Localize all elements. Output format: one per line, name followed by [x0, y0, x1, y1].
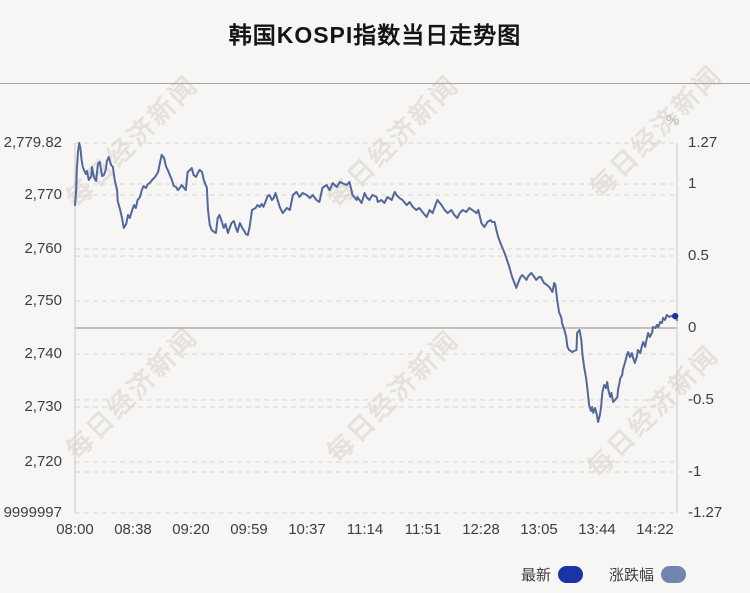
x-axis-label: 13:05	[520, 521, 558, 538]
x-axis-label: 09:20	[172, 521, 210, 538]
left-axis-label: 9999997	[3, 504, 62, 521]
right-axis-unit-label: %	[666, 112, 680, 129]
right-axis-label: -1.27	[688, 504, 723, 521]
x-axis-label: 14:22	[636, 521, 674, 538]
x-axis-label: 10:37	[288, 521, 326, 538]
x-axis-label: 11:51	[404, 521, 442, 538]
x-axis-label: 12:28	[462, 521, 500, 538]
right-axis-label: 0.5	[688, 247, 709, 264]
left-axis-label: 2,740	[24, 345, 62, 362]
right-axis-label: -1	[688, 463, 702, 480]
right-axis-label: 0	[688, 319, 697, 336]
left-axis-label: 2,770	[24, 186, 62, 203]
x-axis-label: 08:38	[114, 521, 152, 538]
legend-marker-change-icon	[661, 566, 686, 583]
title-divider	[0, 83, 750, 84]
left-axis-label: 2,720	[24, 453, 62, 470]
chart-title: 韩国KOSPI指数当日走势图	[228, 22, 522, 48]
change-pct-line	[74, 142, 678, 423]
left-axis-label: 2,779.82	[3, 134, 62, 151]
legend-label-change: 涨跌幅	[608, 567, 654, 584]
x-axis-label: 08:00	[56, 521, 94, 538]
left-axis-label: 2,750	[24, 292, 62, 309]
x-axis-label: 09:59	[230, 521, 268, 538]
chart-legend: 最新 涨跌幅	[521, 564, 686, 585]
right-axis-label: 1	[688, 175, 697, 192]
left-axis-label: 2,760	[24, 240, 62, 257]
legend-marker-latest-icon	[557, 566, 583, 583]
right-axis-label: -0.5	[688, 391, 714, 408]
x-axis-label: 13:44	[578, 521, 616, 538]
x-axis-label: 11:14	[346, 521, 384, 538]
right-axis-label: 1.27	[688, 134, 718, 151]
left-axis-label: 2,730	[24, 398, 62, 415]
latest-value-marker	[672, 312, 679, 320]
legend-label-latest: 最新	[520, 567, 551, 584]
